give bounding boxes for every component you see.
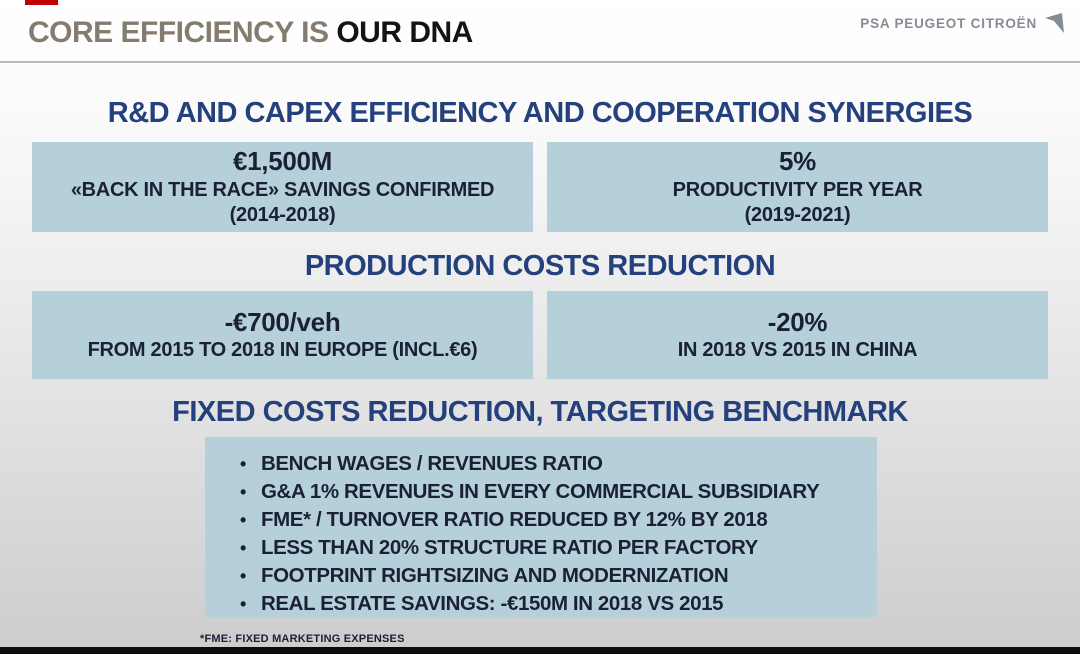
stat-caption: PRODUCTIVITY PER YEAR bbox=[672, 178, 923, 201]
list-item: • FME* / TURNOVER RATIO REDUCED BY 12% B… bbox=[225, 506, 861, 534]
stat-caption: «BACK IN THE RACE» SAVINGS CONFIRMED bbox=[70, 178, 495, 201]
bullet-dot-icon: • bbox=[240, 454, 246, 474]
stat-period: (2019-2021) bbox=[744, 203, 851, 226]
bullet-dot-icon: • bbox=[240, 538, 246, 558]
page-title: CORE EFFICIENCY IS OUR DNA bbox=[28, 16, 473, 50]
page-title-muted-part: CORE EFFICIENCY IS bbox=[28, 16, 329, 49]
stat-value: €1,500M bbox=[232, 146, 333, 177]
footnote: *FME: FIXED MARKETING EXPENSES bbox=[200, 633, 405, 645]
bullet-text: FOOTPRINT RIGHTSIZING AND MODERNIZATION bbox=[261, 564, 729, 587]
bullet-text: G&A 1% REVENUES IN EVERY COMMERCIAL SUBS… bbox=[261, 480, 820, 503]
stat-box-row-1: €1,500M «BACK IN THE RACE» SAVINGS CONFI… bbox=[32, 142, 1048, 232]
page-title-accent-part: OUR DNA bbox=[336, 16, 473, 49]
fixed-costs-bullet-list: • BENCH WAGES / REVENUES RATIO • G&A 1% … bbox=[225, 450, 861, 618]
list-item: • LESS THAN 20% STRUCTURE RATIO PER FACT… bbox=[225, 534, 861, 562]
bullet-dot-icon: • bbox=[240, 510, 246, 530]
header-divider bbox=[0, 61, 1080, 63]
bullet-dot-icon: • bbox=[240, 566, 246, 586]
bullet-text: BENCH WAGES / REVENUES RATIO bbox=[261, 452, 603, 475]
bullet-text: REAL ESTATE SAVINGS: -€150M IN 2018 VS 2… bbox=[261, 592, 724, 615]
stat-value: -20% bbox=[767, 306, 828, 337]
bullet-dot-icon: • bbox=[240, 594, 246, 614]
list-item: • FOOTPRINT RIGHTSIZING AND MODERNIZATIO… bbox=[225, 562, 861, 590]
stat-period: (2014-2018) bbox=[229, 203, 336, 226]
bullet-text: LESS THAN 20% STRUCTURE RATIO PER FACTOR… bbox=[261, 536, 758, 559]
section-heading-rd-capex: R&D AND CAPEX EFFICIENCY AND COOPERATION… bbox=[107, 97, 973, 129]
stat-box-back-in-the-race-savings: €1,500M «BACK IN THE RACE» SAVINGS CONFI… bbox=[32, 142, 533, 232]
stat-box-productivity-per-year: 5% PRODUCTIVITY PER YEAR (2019-2021) bbox=[547, 142, 1048, 232]
stat-box-cost-reduction-china: -20% IN 2018 VS 2015 IN CHINA bbox=[547, 291, 1048, 379]
section-heading-fixed-costs: FIXED COSTS REDUCTION, TARGETING BENCHMA… bbox=[172, 396, 908, 428]
fixed-costs-bullet-box: • BENCH WAGES / REVENUES RATIO • G&A 1% … bbox=[205, 437, 877, 617]
stat-caption: FROM 2015 TO 2018 IN EUROPE (INCL.€6) bbox=[87, 339, 478, 362]
list-item: • REAL ESTATE SAVINGS: -€150M IN 2018 VS… bbox=[225, 590, 861, 618]
list-item: • BENCH WAGES / REVENUES RATIO bbox=[225, 450, 861, 478]
psa-corner-logo-icon bbox=[1042, 10, 1066, 36]
stat-value: -€700/veh bbox=[224, 306, 341, 337]
stat-box-row-2: -€700/veh FROM 2015 TO 2018 IN EUROPE (I… bbox=[32, 291, 1048, 379]
stat-caption: IN 2018 VS 2015 IN CHINA bbox=[677, 339, 918, 362]
bullet-dot-icon: • bbox=[240, 482, 246, 502]
bullet-text: FME* / TURNOVER RATIO REDUCED BY 12% BY … bbox=[261, 508, 768, 531]
stat-value: 5% bbox=[779, 146, 816, 177]
bottom-bar bbox=[0, 647, 1080, 654]
title-accent-dash bbox=[25, 0, 58, 5]
stat-box-cost-per-vehicle-europe: -€700/veh FROM 2015 TO 2018 IN EUROPE (I… bbox=[32, 291, 533, 379]
section-heading-production-costs: PRODUCTION COSTS REDUCTION bbox=[304, 250, 776, 282]
list-item: • G&A 1% REVENUES IN EVERY COMMERCIAL SU… bbox=[225, 478, 861, 506]
brand-logo-text: PSA PEUGEOT CITROËN bbox=[860, 15, 1037, 31]
brand-logo: PSA PEUGEOT CITROËN bbox=[860, 10, 1066, 36]
